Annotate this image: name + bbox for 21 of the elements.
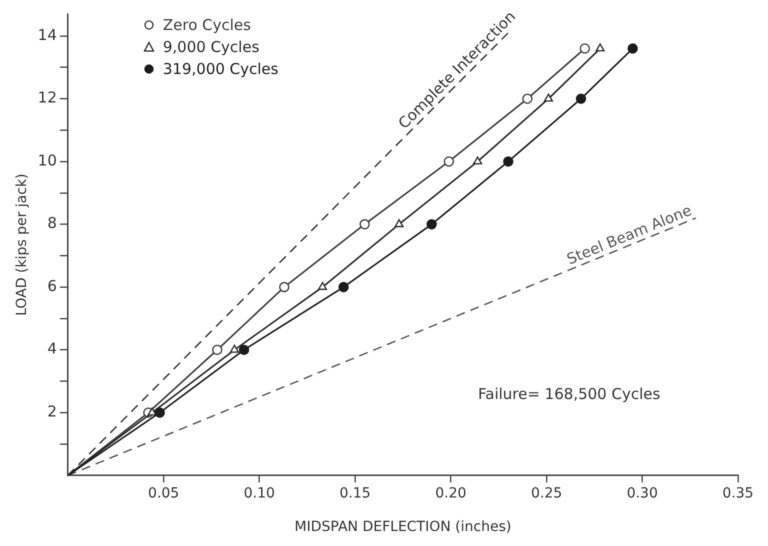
y-axis-title: LOAD (kips per jack) — [14, 173, 30, 316]
x-tick-label: 0.15 — [339, 485, 371, 502]
y-tick-label: 14 — [38, 26, 57, 44]
x-tick-label: 0.35 — [722, 485, 754, 502]
x-axis-title: MIDSPAN DEFLECTION (inches) — [294, 519, 512, 536]
legend-label: 319,000 Cycles — [162, 60, 278, 78]
x-tick-label: 0.05 — [148, 485, 180, 502]
x-tick-label: 0.25 — [530, 485, 562, 502]
y-tick-label: 2 — [47, 402, 57, 421]
y-tick-label: 12 — [38, 88, 57, 107]
y-tick-label: 6 — [47, 276, 57, 295]
x-tick-label: 0.10 — [244, 485, 275, 502]
x-tick-label: 0.30 — [626, 485, 658, 502]
x-tick-label: 0.20 — [435, 485, 466, 502]
text: Steel Beam Alone — [563, 200, 696, 270]
annotation: Failure= 168,500 Cycles — [478, 385, 660, 404]
y-tick-label: 10 — [38, 151, 57, 170]
y-tick-label: 4 — [47, 340, 57, 358]
legend-label: Zero Cycles — [162, 16, 252, 34]
y-tick-label: 8 — [47, 214, 57, 232]
legend-label: 9,000 Cycles — [162, 38, 260, 56]
